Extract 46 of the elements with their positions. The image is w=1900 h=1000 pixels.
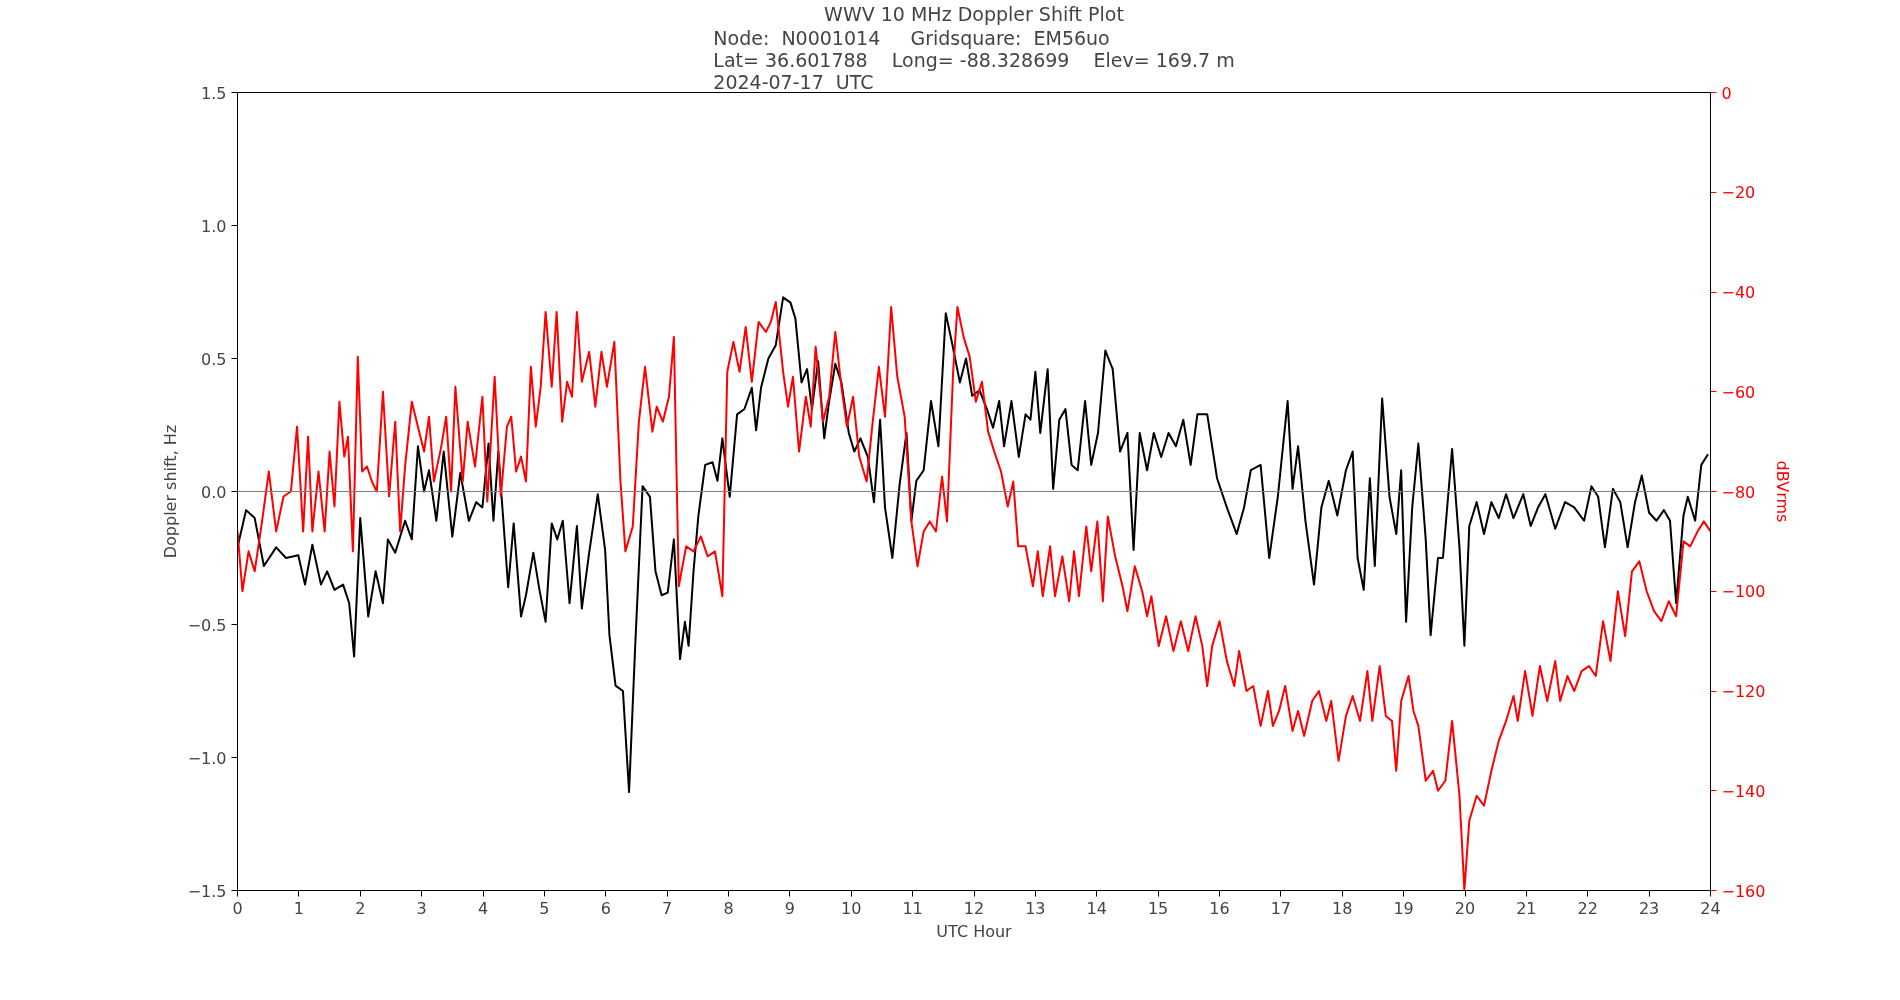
x-tick-label: 7	[662, 898, 673, 918]
x-tick-label: 22	[1577, 898, 1598, 918]
x-tick-label: 3	[416, 898, 427, 918]
chart-subtitle: Node: N0001014 Gridsquare: EM56uo Lat= 36.601788 Long= -88.328699 Elev= 169.7 m 2024-07-17 UTC	[713, 26, 1235, 93]
x-tick-label: 15	[1147, 898, 1169, 918]
y2-tick-label: −140	[1721, 781, 1766, 801]
y2-tick-label: −60	[1721, 382, 1756, 402]
x-tick-label: 5	[539, 898, 550, 918]
y-tick-label: 1.0	[201, 216, 227, 236]
x-tick-label: 11	[902, 898, 923, 918]
x-tick-label: 21	[1516, 898, 1537, 918]
y2-tick-label: −80	[1721, 482, 1756, 502]
x-tick-label: 2	[355, 898, 366, 918]
x-tick-label: 4	[477, 898, 489, 918]
x-tick-label: 9	[784, 898, 795, 918]
x-tick-label: 17	[1270, 898, 1292, 918]
y-tick-label: 1.5	[201, 83, 227, 103]
x-tick-label: 6	[600, 898, 611, 918]
x-tick-label: 0	[232, 898, 243, 918]
x-tick-label: 12	[963, 898, 985, 918]
x-tick-label: 13	[1025, 898, 1046, 918]
x-axis-title: UTC Hour	[936, 921, 1013, 941]
x-tick-label: 16	[1209, 898, 1230, 918]
x-tick-label: 24	[1700, 898, 1721, 918]
x-tick-label: 14	[1086, 898, 1107, 918]
x-tick-label: 23	[1638, 898, 1660, 918]
y-tick-label: −1.0	[187, 748, 227, 768]
y-tick-label: −0.5	[187, 615, 227, 635]
y-tick-label: 0.5	[201, 349, 227, 369]
y2-tick-label: −100	[1721, 582, 1766, 602]
y2-tick-label: 0	[1721, 83, 1732, 103]
x-tick-label: 20	[1454, 898, 1476, 918]
y2-tick-label: −20	[1721, 183, 1756, 203]
y2-tick-label: −160	[1721, 881, 1766, 901]
x-tick-label: 10	[841, 898, 862, 918]
chart-title: WWV 10 MHz Doppler Shift Plot	[824, 2, 1124, 25]
x-tick-label: 8	[723, 898, 734, 918]
y-axis-title: Doppler shift, Hz	[160, 424, 180, 559]
y-tick-label: −1.5	[187, 881, 227, 901]
y2-axis-title: dBVrms	[1773, 460, 1793, 523]
x-tick-label: 1	[293, 898, 304, 918]
y2-tick-label: −40	[1721, 283, 1756, 302]
x-tick-label: 19	[1393, 898, 1414, 918]
y-tick-label: 0.0	[201, 482, 227, 502]
x-tick-label: 18	[1332, 898, 1353, 918]
y2-tick-label: −120	[1721, 682, 1766, 701]
